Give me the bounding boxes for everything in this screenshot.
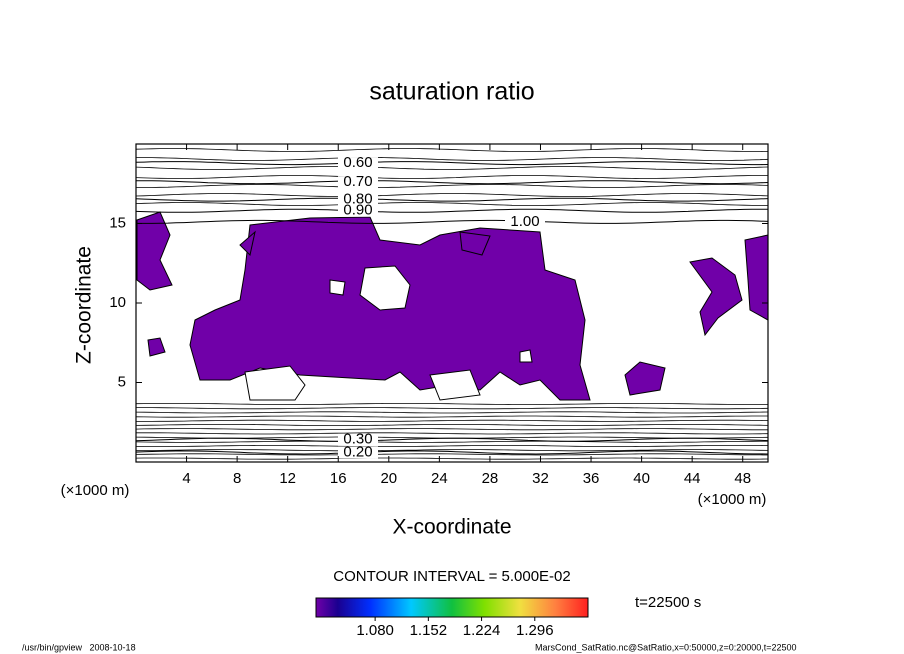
chart-title: saturation ratio [369, 78, 534, 106]
contour-label-bg [338, 446, 378, 459]
x-tick-label: 16 [330, 470, 347, 487]
contour-line [136, 450, 768, 455]
contour-lines [136, 148, 768, 460]
x-axis-label: X-coordinate [392, 516, 511, 539]
contour-label-bg [338, 193, 378, 206]
contour-line [136, 193, 768, 197]
y-tick-label: 5 [118, 373, 126, 390]
colorbar-tick-label: 1.080 [356, 622, 394, 639]
x-tick-label: 28 [482, 470, 499, 487]
contour-label-bg [338, 433, 378, 446]
x-tick-label: 36 [583, 470, 600, 487]
contour-line [136, 407, 768, 410]
contour-label: 0.20 [343, 443, 372, 460]
contour-line [136, 419, 768, 422]
colorbar-ticks: 1.080 1.152 1.224 1.296 [356, 617, 554, 639]
contour-line [136, 202, 768, 206]
plot-area [136, 211, 768, 401]
contour-line [136, 437, 768, 442]
x-tick-label: 20 [380, 470, 397, 487]
x-tick-label: 48 [734, 470, 751, 487]
y-tick-label: 15 [109, 214, 126, 231]
contour-line [136, 166, 768, 170]
contour-line [136, 175, 768, 179]
contour-line [136, 411, 768, 414]
contour-label-bg [338, 157, 378, 170]
unsaturated-holes [244, 265, 533, 401]
contour-label-bg [505, 215, 545, 228]
x-tick-label: 12 [279, 470, 296, 487]
x-unit: (×1000 m) [61, 482, 130, 499]
contour-line [136, 432, 768, 435]
contour-labels: 0.60 0.700.800.90 1.00 0.300.20 [338, 154, 545, 460]
time-label: t=22500 s [635, 594, 701, 611]
contour-line [136, 440, 768, 443]
contour-line [136, 161, 768, 166]
contour-label: 0.30 [343, 431, 372, 448]
contour-line [136, 453, 768, 456]
x-tick-label: 4 [182, 470, 190, 487]
contour-interval: CONTOUR INTERVAL = 5.000E-02 [333, 568, 570, 585]
contour-line [136, 184, 768, 188]
colorbar-tick-label: 1.152 [410, 622, 448, 639]
contour-line [136, 449, 768, 452]
y-unit: (×1000 m) [698, 491, 767, 508]
footer-right: MarsCond_SatRatio.nc@SatRatio,x=0:50000,… [535, 642, 797, 652]
colorbar-tick-label: 1.224 [463, 622, 501, 639]
contour-line [136, 457, 768, 460]
contour-line [136, 219, 768, 224]
contour-line [136, 208, 768, 213]
y-tick-label: 10 [109, 294, 126, 311]
colorbar [315, 597, 589, 618]
y-axis-label: Z-coordinate [73, 246, 96, 364]
contour-line [136, 157, 768, 161]
contour-line [136, 403, 768, 405]
footer-left: /usr/bin/gpview 2008-10-18 [22, 642, 136, 652]
x-tick-label: 24 [431, 470, 448, 487]
x-tick-label: 8 [233, 470, 241, 487]
x-tick-label: 40 [633, 470, 650, 487]
contour-line [136, 148, 768, 152]
contour-label-bg [338, 176, 378, 189]
contour-label: 0.90 [343, 202, 372, 219]
contour-line [136, 424, 768, 426]
contour-label-bg [338, 204, 378, 217]
contour-line [136, 415, 768, 418]
contour-line [136, 445, 768, 447]
contour-label: 0.70 [343, 173, 372, 190]
x-tick-label: 32 [532, 470, 549, 487]
contour-line [136, 180, 768, 185]
contour-label: 0.60 [343, 154, 372, 171]
x-tick-label: 44 [684, 470, 701, 487]
contour-label: 1.00 [510, 213, 539, 230]
colorbar-tick-label: 1.296 [516, 622, 554, 639]
contour-label: 0.80 [343, 191, 372, 208]
contour-line [136, 197, 768, 202]
contour-line [136, 428, 768, 431]
